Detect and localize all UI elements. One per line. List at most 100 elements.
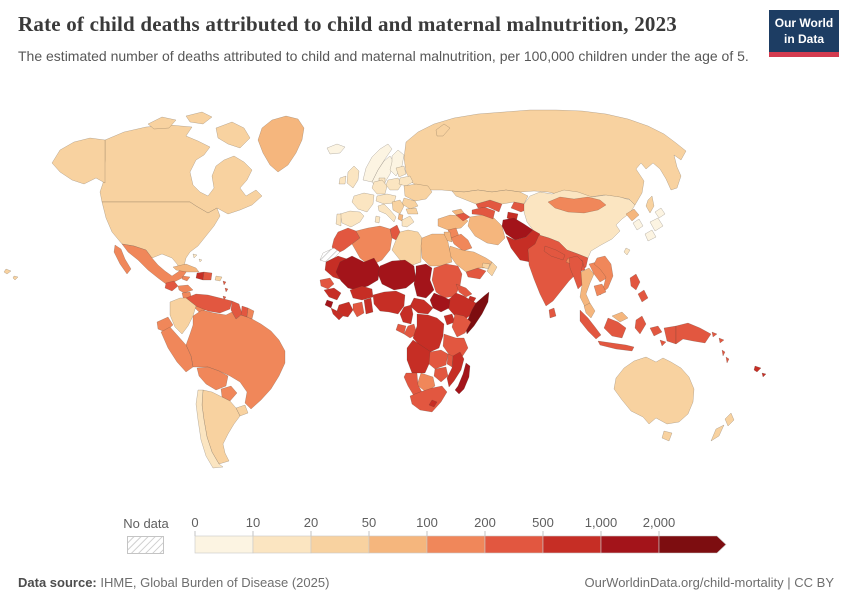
country-iran[interactable] [467,214,506,246]
country-portugal[interactable] [335,213,342,227]
country-new-zealand[interactable] [710,412,735,442]
country-drc[interactable] [412,313,445,353]
country-mozambique[interactable] [446,351,465,388]
country-thailand[interactable] [579,267,595,308]
country-congo[interactable] [403,323,418,339]
country-senegal[interactable] [319,277,335,290]
country-central-african-republic[interactable] [409,297,434,315]
legend-bin-2,000+[interactable] [658,535,727,554]
country-south-africa[interactable] [409,385,448,413]
country-madagascar[interactable] [454,362,471,395]
country-dominican-republic[interactable] [202,271,213,281]
country-papua-new-guinea[interactable] [675,322,712,345]
country-fiji[interactable] [753,365,767,378]
country-bolivia[interactable] [196,366,229,391]
country-baltic-states[interactable] [395,165,407,178]
country-peru[interactable] [160,326,194,373]
country-angola[interactable] [406,339,432,374]
country-vanuatu[interactable] [721,349,730,364]
country-guatemala[interactable] [164,280,179,292]
country-vietnam[interactable] [593,255,614,296]
country-algeria[interactable] [351,225,393,267]
legend-bin-10-20[interactable] [252,535,312,554]
country-japan[interactable] [644,207,666,242]
legend-no-data-swatch[interactable] [127,536,164,554]
country-sudan[interactable] [431,263,463,299]
country-nigeria[interactable] [372,290,406,315]
country-venezuela[interactable] [185,293,233,314]
country-cambodia[interactable] [593,283,607,297]
country-niger[interactable] [377,259,417,291]
country-indonesia[interactable] [579,309,677,352]
country-liberia[interactable] [330,307,344,321]
legend-bin-0-10[interactable] [194,535,254,554]
country-puerto-rico[interactable] [214,275,223,282]
country-guinea[interactable] [323,287,342,301]
country-french-guiana[interactable] [246,307,255,320]
country-russia-novaya-zemlya[interactable] [435,123,451,137]
legend-bin-1,000-2,000[interactable] [600,535,660,554]
country-paraguay[interactable] [220,385,238,402]
country-greece[interactable] [401,215,415,228]
country-colombia[interactable] [169,297,197,335]
country-canada-arctic-islands[interactable] [147,111,251,149]
country-togo-benin[interactable] [363,297,374,315]
country-brazil[interactable] [185,309,286,410]
country-uae[interactable] [481,262,491,270]
country-bulgaria[interactable] [405,207,419,215]
country-eritrea[interactable] [455,283,473,298]
country-australia[interactable] [613,356,695,442]
legend-bin-20-50[interactable] [310,535,370,554]
country-sardinia[interactable] [374,215,381,224]
country-south-korea[interactable] [632,218,644,231]
country-russia-sakhalin[interactable] [645,195,655,214]
legend-bin-200-500[interactable] [484,535,544,554]
country-romania[interactable] [401,197,419,210]
country-france[interactable] [351,192,375,213]
country-solomon-islands[interactable] [711,331,725,344]
country-iraq[interactable] [450,233,473,252]
country-greenland[interactable] [257,115,305,173]
country-taiwan[interactable] [623,247,631,256]
country-united-kingdom[interactable] [346,165,360,189]
country-south-sudan[interactable] [429,292,451,313]
country-ukraine[interactable] [403,183,433,202]
country-belarus[interactable] [398,175,414,187]
country-bahamas[interactable] [192,253,203,263]
country-iceland[interactable] [326,143,346,155]
country-philippines[interactable] [629,273,649,303]
country-honduras[interactable] [177,284,194,294]
country-mongolia[interactable] [547,196,607,214]
country-mali[interactable] [335,255,381,291]
country-cuba[interactable] [172,263,200,273]
country-zimbabwe[interactable] [433,366,449,383]
country-usa-hawaii[interactable] [3,268,19,281]
country-zambia[interactable] [428,349,449,370]
country-malawi[interactable] [446,353,454,368]
country-malaysia[interactable] [583,302,629,323]
legend-color-scale[interactable]: 0 10 20 50 100 200 500 1,000 2,000 [185,511,735,557]
country-poland[interactable] [385,177,403,191]
country-north-korea[interactable] [625,208,640,222]
country-yemen[interactable] [465,267,487,280]
country-oman[interactable] [486,261,498,277]
country-cote-divoire[interactable] [336,301,354,318]
country-sri-lanka[interactable] [548,307,557,319]
country-sierra-leone[interactable] [324,299,334,309]
country-lesser-antilles[interactable] [222,280,229,301]
country-balkans[interactable] [391,199,405,215]
country-egypt[interactable] [420,233,453,267]
country-lesotho[interactable] [428,399,438,408]
country-jamaica[interactable] [181,275,191,282]
license-badge[interactable]: CC BY [794,575,834,590]
country-cameroon[interactable] [399,304,414,325]
country-guyana[interactable] [230,300,243,320]
legend-bin-50-100[interactable] [368,535,428,554]
country-chad[interactable] [413,263,435,299]
legend-bin-100-200[interactable] [426,535,486,554]
country-germany[interactable] [371,179,388,195]
country-mexico-baja[interactable] [113,244,132,275]
legend-bin-500-1,000[interactable] [542,535,602,554]
country-kenya[interactable] [451,313,472,338]
country-nepal[interactable] [543,245,566,261]
